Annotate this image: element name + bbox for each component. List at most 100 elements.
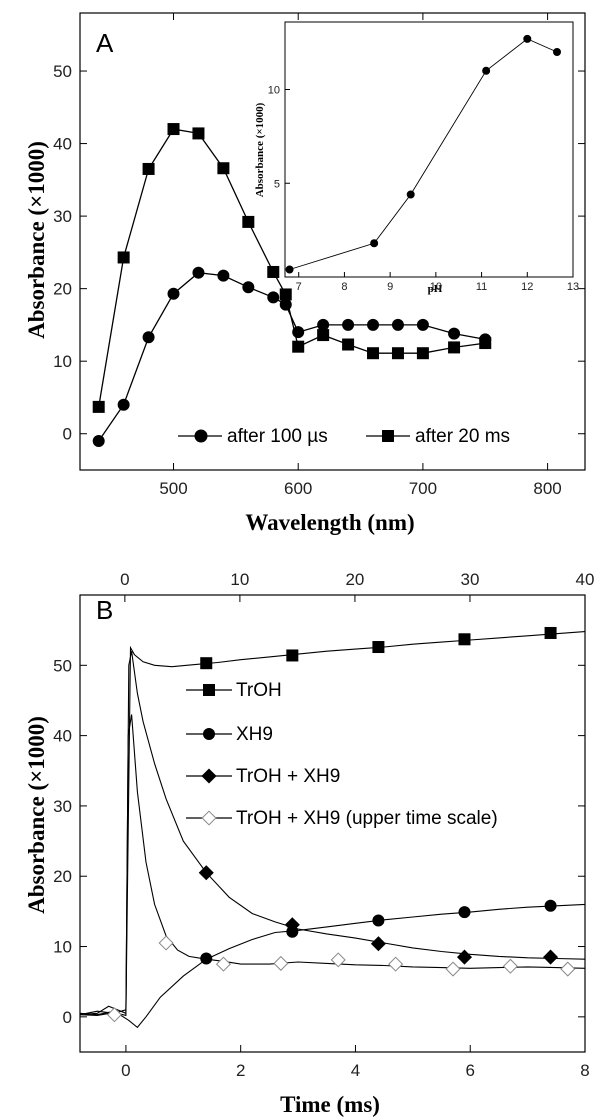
panel-a-series-2-point <box>391 347 404 360</box>
panel-a-series-2-point <box>448 341 461 354</box>
panel-b-x-tick-label: 4 <box>351 1061 360 1080</box>
inset-frame <box>284 21 574 278</box>
panel-b-series-2-marker <box>458 906 471 919</box>
panel-a-y-tick-label: 20 <box>53 280 72 299</box>
inset-series-line <box>289 38 558 270</box>
panel-a-legend-label-1: after 100 µs <box>227 426 328 447</box>
panel-b-y-tick-label: 20 <box>53 867 72 886</box>
panel-a-series-2-point <box>217 162 230 175</box>
panel-b-series-3-marker <box>370 936 386 952</box>
panel-a-series-2-point <box>367 347 380 360</box>
panel-a-series-2-point <box>317 329 330 342</box>
panel-a-series-1-point <box>342 318 355 331</box>
panel-a-series-2-point <box>342 338 355 351</box>
panel-b-legend-marker-1 <box>203 684 215 696</box>
panel-a-series-2-point <box>242 215 255 228</box>
inset-y-tick-label: 10 <box>268 85 280 97</box>
panel-a-x-tick-label: 500 <box>159 479 187 498</box>
panel-b-series-line-1 <box>79 631 586 1016</box>
panel-a-series-2-point <box>92 400 105 413</box>
panel-b-top-tick-label: 10 <box>230 570 249 589</box>
panel-a-series-1-point <box>217 269 230 282</box>
panel-a-series-2-point <box>167 123 180 136</box>
panel-b-y-tick-label: 30 <box>53 797 72 816</box>
panel-b-letter: B <box>96 595 113 625</box>
panel-a-x-tick-label: 800 <box>533 479 561 498</box>
inset-x-tick-label: 9 <box>387 281 393 293</box>
panel-a-frame <box>79 12 586 471</box>
panel-b-series-4-marker <box>560 961 576 977</box>
panel-a-series-2-point <box>192 127 205 140</box>
panel-a-series-2-point <box>117 251 130 264</box>
panel-a-ylabel: Absorbance (×1000) <box>24 141 49 339</box>
panel-b-series-4-marker <box>502 958 518 974</box>
panel-a-series-1-point <box>242 281 255 294</box>
inset-point <box>523 34 532 43</box>
panel-a-legend-marker-2 <box>382 430 394 442</box>
panel-b-series-3-marker <box>284 917 300 933</box>
panel-b-y-tick-label: 0 <box>63 1008 72 1027</box>
panel-a-series-2-point <box>142 162 155 175</box>
panel-b-series-4-marker <box>445 961 461 977</box>
panel-b-x-tick-label: 6 <box>465 1061 474 1080</box>
panel-a-series-1-point <box>448 327 461 340</box>
inset-xlabel: pH <box>428 283 443 295</box>
panel-b-legend-label-3: TrOH + XH9 <box>236 766 340 787</box>
panel-b-y-tick-label: 40 <box>53 727 72 746</box>
panel-a-x-tick-label: 700 <box>409 479 437 498</box>
inset-point <box>482 66 491 75</box>
panel-b-x-tick-label: 0 <box>121 1061 130 1080</box>
panel-b-top-tick-label: 20 <box>345 570 364 589</box>
panel-b-series-4-marker <box>106 1007 122 1023</box>
inset-point <box>370 239 379 248</box>
panel-a-x-tick-label: 600 <box>284 479 312 498</box>
panel-a-series-2-point <box>267 265 280 278</box>
panel-a-y-tick-label: 10 <box>53 352 72 371</box>
panel-a-series-1-point <box>391 318 404 331</box>
panel-b-series-4-marker <box>388 956 404 972</box>
inset-x-tick-label: 7 <box>296 281 302 293</box>
panel-a-xlabel: Wavelength (nm) <box>245 510 414 535</box>
inset-x-tick-label: 11 <box>476 281 487 293</box>
panel-b-xlabel: Time (ms) <box>280 1092 380 1117</box>
panel-a-series-1-point <box>167 287 180 300</box>
panel-a-series-1-point <box>117 398 130 411</box>
panel-a-series-2-point <box>279 288 292 301</box>
panel-b-legend-label-2: XH9 <box>236 724 273 745</box>
panel-b-legend-marker-3 <box>201 768 217 784</box>
inset-x-tick-label: 8 <box>341 281 347 293</box>
panel-b-series-1-marker <box>458 633 471 646</box>
panel-a-y-tick-label: 0 <box>63 425 72 444</box>
inset-x-tick-label: 12 <box>521 281 533 293</box>
panel-a-legend-marker-1 <box>194 429 208 443</box>
panel-b-x-tick-label: 2 <box>236 1061 245 1080</box>
panel-a-series-1-point <box>192 266 205 279</box>
panel-a-y-tick-label: 40 <box>53 135 72 154</box>
panel-a-series-2-point <box>292 340 305 353</box>
panel-b-top-tick-label: 30 <box>461 570 480 589</box>
panel-a-series-1-point <box>367 318 380 331</box>
panel-b-top-tick-label: 0 <box>120 570 129 589</box>
inset-point <box>553 48 561 56</box>
panel-b-series-4-marker <box>215 956 231 972</box>
panel-b-series-3-marker <box>543 949 559 965</box>
panel-b-series-2-marker <box>544 899 557 912</box>
panel-a-y-tick-label: 30 <box>53 207 72 226</box>
panel-a-series-1-point <box>317 318 330 331</box>
inset-ylabel: Absorbance (×1000) <box>254 102 266 197</box>
panel-a-series-1-point <box>416 318 429 331</box>
panel-b-series-1-marker <box>200 657 213 670</box>
panel-b-frame <box>79 594 586 1053</box>
panel-b-y-tick-label: 10 <box>53 938 72 957</box>
panel-a-series-1-point <box>267 291 280 304</box>
panel-a-letter: A <box>96 28 114 58</box>
panel-b-legend-label-4: TrOH + XH9 (upper time scale) <box>236 808 498 829</box>
panel-a-legend-label-2: after 20 ms <box>415 426 510 447</box>
panel-b-series-line-2 <box>79 903 586 1029</box>
panel-b-legend-marker-4 <box>201 810 217 826</box>
inset-x-tick-label: 13 <box>567 281 579 293</box>
inset-point <box>406 190 415 199</box>
panel-b-legend-label-1: TrOH <box>236 680 282 701</box>
